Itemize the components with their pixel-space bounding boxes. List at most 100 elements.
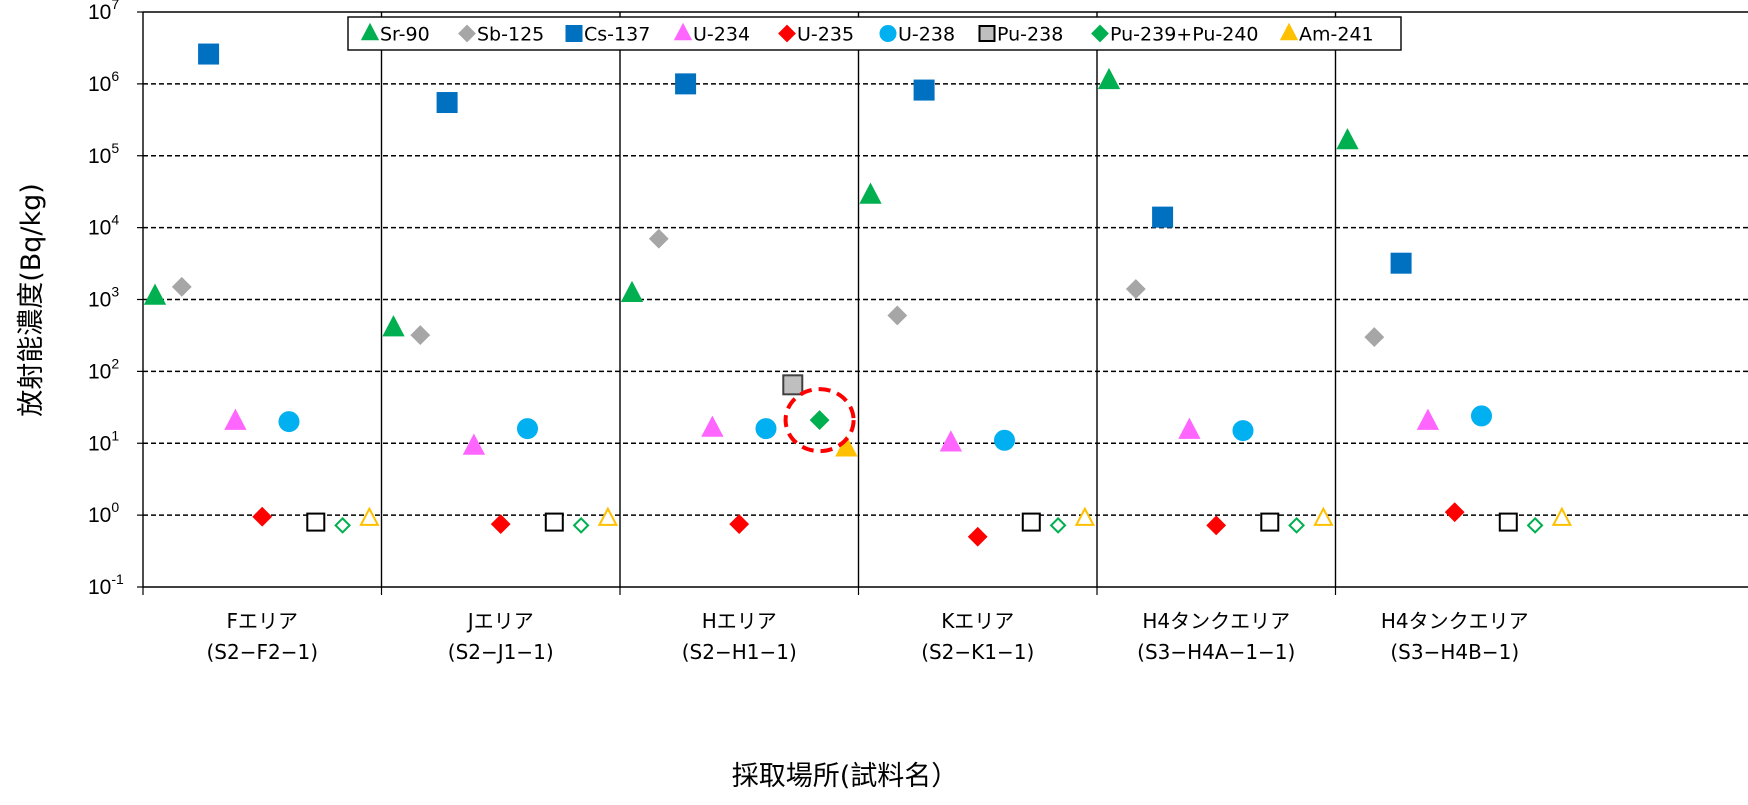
category-label-line2: (S3−H4A−1−1) — [1137, 640, 1295, 664]
data-point-u-234-cat1 — [224, 408, 247, 430]
legend-box — [347, 16, 1402, 51]
data-point-sr-90-cat5 — [1097, 67, 1121, 90]
category-labels: Fエリア (S2−F2−1) Jエリア (S2−J1−1) Hエリア (S2−H1−1) K… — [207, 609, 1529, 664]
data-point-pu-239-pu-240-cat1 — [334, 516, 351, 534]
y-tick-label: 101 — [88, 427, 119, 455]
category-label-line1: Hエリア — [702, 609, 777, 633]
data-point-pu-238-cat4 — [1021, 512, 1041, 532]
category-label-line2: (S2−F2−1) — [207, 640, 319, 664]
x-axis-title: 採取場所(試料名） — [732, 761, 959, 792]
legend-label: Pu-239+Pu-240 — [1110, 24, 1259, 46]
legend-label: U-235 — [797, 24, 854, 46]
y-tick-label: 10-1 — [88, 571, 124, 599]
category-label-line2: (S3−H4B−1) — [1390, 640, 1519, 664]
legend-marker-sb-125 — [458, 24, 476, 43]
legend-marker-pu-239-pu-240 — [1091, 24, 1109, 43]
category-label-line2: (S2−K1−1) — [921, 640, 1034, 664]
legend-label: U-238 — [898, 24, 955, 46]
y-tick-label: 102 — [88, 355, 119, 383]
legend-label: U-234 — [693, 24, 750, 46]
legend-marker-u-238 — [879, 25, 897, 42]
category-label-line1: H4タンクエリア — [1381, 609, 1529, 633]
data-point-u-238-cat1 — [278, 411, 300, 433]
data-point-pu-239-pu-240-cat5 — [1288, 516, 1305, 534]
data-point-u-238-cat6 — [1470, 405, 1492, 427]
data-point-sr-90-cat6 — [1336, 128, 1359, 150]
legend-marker-cs-137 — [565, 25, 583, 42]
legend-label: Cs-137 — [584, 24, 650, 46]
data-point-u-238-cat4 — [993, 429, 1015, 451]
annotations — [783, 387, 856, 454]
data-point-sb-125-cat4 — [887, 305, 908, 326]
y-tick-label: 107 — [88, 0, 119, 24]
data-point-u-235-cat5 — [1206, 515, 1227, 536]
data-point-pu-238-cat5 — [1260, 512, 1280, 532]
data-point-sr-90-cat4 — [859, 182, 882, 204]
data-point-cs-137-cat6 — [1390, 252, 1412, 274]
data-point-cs-137-cat5 — [1152, 206, 1174, 228]
data-point-u-235-cat4 — [967, 526, 988, 547]
data-point-u-235-cat2 — [490, 514, 511, 535]
legend-marker-pu-238 — [978, 25, 996, 42]
data-point-u-234-cat4 — [939, 430, 963, 452]
category-label-line1: Fエリア — [226, 609, 298, 633]
legend-label: Pu-238 — [997, 24, 1063, 46]
gridlines — [143, 83, 1748, 516]
y-tick-label: 100 — [88, 499, 119, 527]
legend-marker-sr-90 — [360, 22, 380, 41]
legend-label: Sr-90 — [380, 24, 430, 46]
data-point-am-241-cat1 — [359, 506, 380, 526]
data-points — [143, 43, 1573, 547]
category-label-line1: H4タンクエリア — [1142, 609, 1290, 633]
data-point-sb-125-cat2 — [410, 325, 431, 345]
data-point-pu-238-cat2 — [544, 512, 564, 532]
y-tick-label: 105 — [88, 140, 119, 168]
data-point-pu-239-pu-240-cat6 — [1526, 516, 1544, 534]
data-point-sb-125-cat5 — [1125, 279, 1146, 299]
data-point-pu-239-pu-240-cat3 — [809, 410, 830, 431]
category-label-line2: (S2−H1−1) — [682, 640, 797, 664]
legend: Sr-90 Sb-125 Cs-137 U-234 U-235 U-238 Pu-238 Pu… — [347, 16, 1402, 51]
data-point-cs-137-cat2 — [436, 92, 458, 114]
data-point-pu-238-cat1 — [306, 512, 326, 532]
y-tick-labels: 10-1 100 101 102 103 104 105 106 107 — [88, 0, 124, 599]
data-point-am-241-cat4 — [1074, 506, 1096, 526]
data-point-sr-90-cat2 — [382, 315, 405, 337]
data-point-u-238-cat5 — [1232, 420, 1254, 442]
legend-marker-u-235 — [778, 24, 796, 43]
data-point-pu-238-cat6 — [1498, 512, 1518, 532]
y-tick-label: 104 — [88, 212, 119, 240]
data-point-sr-90-cat1 — [143, 283, 167, 305]
y-tick-label: 103 — [88, 284, 119, 312]
data-point-u-234-cat6 — [1416, 408, 1440, 430]
data-point-sb-125-cat1 — [171, 276, 192, 297]
data-point-cs-137-cat1 — [198, 43, 220, 65]
data-point-cs-137-cat3 — [675, 73, 697, 95]
category-separators — [380, 12, 1337, 587]
data-point-u-235-cat3 — [729, 514, 750, 535]
data-point-u-238-cat2 — [516, 418, 538, 440]
data-point-am-241-cat6 — [1551, 506, 1573, 526]
data-point-cs-137-cat4 — [913, 79, 935, 101]
legend-marker-am-241 — [1279, 22, 1299, 41]
data-point-u-234-cat2 — [462, 433, 486, 455]
data-point-am-241-cat2 — [597, 506, 619, 526]
y-tick-label: 106 — [88, 68, 119, 96]
data-point-sb-125-cat6 — [1364, 327, 1385, 347]
legend-label: Sb-125 — [477, 24, 544, 46]
y-axis-title: 放射能濃度(Bq/kg) — [16, 183, 47, 417]
highlight-circle — [783, 387, 856, 454]
data-point-sb-125-cat3 — [648, 228, 669, 249]
data-point-u-238-cat3 — [755, 418, 777, 440]
axes — [137, 11, 1748, 595]
data-point-u-235-cat6 — [1444, 502, 1465, 523]
category-label-line2: (S2−J1−1) — [448, 640, 554, 664]
data-point-am-241-cat5 — [1313, 506, 1334, 526]
data-point-pu-239-pu-240-cat2 — [572, 516, 590, 534]
legend-marker-u-234 — [673, 22, 693, 41]
data-point-pu-238-cat3 — [782, 374, 804, 396]
category-label-line1: Jエリア — [466, 609, 534, 633]
data-point-u-234-cat3 — [701, 415, 724, 437]
data-point-u-234-cat5 — [1178, 417, 1201, 439]
